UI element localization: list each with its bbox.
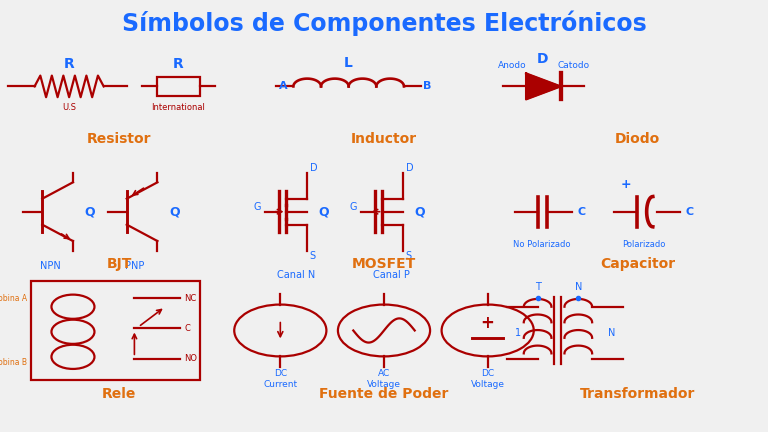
Text: Anodo: Anodo xyxy=(498,61,527,70)
Text: Q: Q xyxy=(319,205,329,218)
Text: Símbolos de Componentes Electrónicos: Símbolos de Componentes Electrónicos xyxy=(121,11,647,36)
Text: R: R xyxy=(64,57,74,71)
Text: D: D xyxy=(406,163,413,173)
Text: R: R xyxy=(173,57,184,71)
Text: DC: DC xyxy=(273,369,287,378)
Text: +: + xyxy=(621,178,631,191)
Text: U.S: U.S xyxy=(62,103,76,112)
Text: Resistor: Resistor xyxy=(87,132,151,146)
Text: International: International xyxy=(151,103,205,112)
Text: D: D xyxy=(310,163,317,173)
Text: Capacitor: Capacitor xyxy=(600,257,675,271)
Text: Transformador: Transformador xyxy=(580,387,695,400)
Text: G: G xyxy=(349,202,357,213)
Text: D: D xyxy=(538,52,548,66)
Text: Canal P: Canal P xyxy=(373,270,410,280)
Text: Q: Q xyxy=(415,205,425,218)
Text: C: C xyxy=(578,206,586,217)
Text: 1: 1 xyxy=(515,327,521,338)
Text: G: G xyxy=(253,202,261,213)
Text: T: T xyxy=(535,282,541,292)
Text: PNP: PNP xyxy=(124,261,144,271)
Text: No Polarizado: No Polarizado xyxy=(513,240,570,249)
Text: Canal N: Canal N xyxy=(276,270,315,280)
Text: NC: NC xyxy=(184,294,197,302)
Text: Catodo: Catodo xyxy=(558,61,590,70)
Text: Diodo: Diodo xyxy=(615,132,660,146)
Text: Polarizado: Polarizado xyxy=(622,240,665,249)
Text: C: C xyxy=(685,206,694,217)
Text: C: C xyxy=(184,324,190,333)
Text: NPN: NPN xyxy=(39,261,61,271)
Text: A: A xyxy=(280,81,288,92)
Text: N: N xyxy=(607,327,615,338)
Text: S: S xyxy=(310,251,316,260)
Text: N: N xyxy=(574,282,582,292)
Text: L: L xyxy=(343,56,353,70)
Text: S: S xyxy=(406,251,412,260)
Text: BJT: BJT xyxy=(106,257,132,271)
Text: Bobina A: Bobina A xyxy=(0,294,27,302)
Text: B: B xyxy=(423,81,432,92)
Text: Q: Q xyxy=(169,205,180,218)
Text: Voltage: Voltage xyxy=(471,380,505,389)
Text: AC: AC xyxy=(378,369,390,378)
Text: Rele: Rele xyxy=(102,387,136,400)
Text: Bobina B: Bobina B xyxy=(0,359,27,367)
Text: Q: Q xyxy=(84,205,95,218)
Text: Fuente de Poder: Fuente de Poder xyxy=(319,387,449,400)
Text: +: + xyxy=(481,314,495,332)
Text: NO: NO xyxy=(184,354,197,363)
Text: Current: Current xyxy=(263,380,297,389)
Text: Voltage: Voltage xyxy=(367,380,401,389)
Text: MOSFET: MOSFET xyxy=(352,257,416,271)
Text: Inductor: Inductor xyxy=(351,132,417,146)
Text: DC: DC xyxy=(481,369,495,378)
Polygon shape xyxy=(526,73,561,99)
